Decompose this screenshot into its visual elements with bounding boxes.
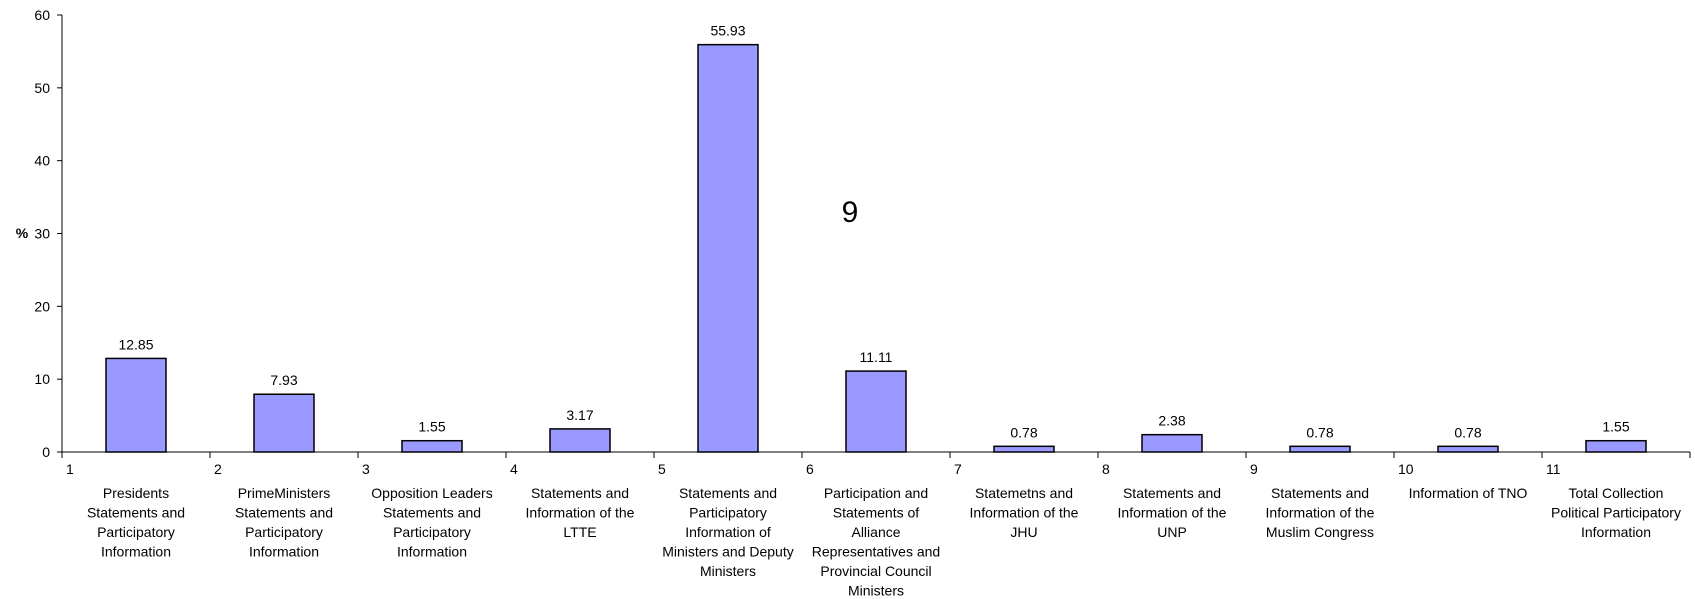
x-category-number: 11: [1546, 461, 1561, 477]
bar: [549, 428, 611, 453]
data-label: 11.11: [860, 349, 893, 365]
x-category-number: 3: [362, 461, 370, 477]
y-tick-label: 30: [34, 226, 50, 242]
bar: [1437, 445, 1499, 453]
x-category-number: 1: [66, 461, 74, 477]
x-axis: [61, 451, 1691, 458]
y-tick-label: 0: [42, 444, 50, 460]
bar: [1585, 439, 1647, 453]
x-category-label: Statements and Information of the Muslim C…: [1266, 485, 1375, 540]
bar: [253, 393, 315, 453]
x-category-label: Presidents Statements and Participatory Inf…: [87, 485, 185, 560]
data-label: 2.38: [1158, 413, 1185, 429]
data-label: 12.85: [118, 336, 153, 352]
data-label: 7.93: [270, 372, 297, 388]
bar: [845, 370, 907, 453]
x-category-number: 8: [1102, 461, 1110, 477]
x-category-label: Opposition Leaders Statements and Particip…: [371, 485, 492, 560]
x-category-label: Statements and Information of the UNP: [1118, 485, 1227, 540]
y-tick-label: 10: [34, 371, 50, 387]
x-category-label: Information of TNO: [1409, 485, 1528, 501]
x-category-label: Statements and Information of the LTTE: [526, 485, 635, 540]
x-category-label: Participation and Statements of Alliance Re…: [812, 485, 940, 599]
category-labels: 1 Presidents Statements and Participatory In…: [66, 461, 1681, 599]
y-tick-label: 40: [34, 153, 50, 169]
x-category-number: 7: [954, 461, 962, 477]
x-category-label: Statemetns and Information of the JHU: [970, 485, 1079, 540]
data-label: 55.93: [710, 23, 745, 39]
data-label: 0.78: [1454, 424, 1481, 440]
data-label: 0.78: [1306, 424, 1333, 440]
bar: [1289, 445, 1351, 453]
y-tick-label: 20: [34, 298, 50, 314]
x-category-label: Total Collection Political Participatory I…: [1551, 485, 1681, 540]
chart-annotation: 9: [842, 196, 859, 229]
data-label: 3.17: [566, 407, 593, 423]
x-category-label: PrimeMinisters Statements and Participator…: [235, 485, 333, 560]
x-category-label: Statements and Participatory Information o…: [662, 485, 794, 579]
y-axis: 0 10 20 30 40 50 60: [34, 7, 63, 460]
y-tick-label: 50: [34, 80, 50, 96]
x-category-number: 5: [658, 461, 666, 477]
y-axis-title: %: [16, 225, 29, 241]
bar: [697, 43, 759, 453]
x-category-number: 9: [1250, 461, 1258, 477]
bar: [1141, 433, 1203, 453]
x-category-number: 4: [510, 461, 518, 477]
data-label: 1.55: [418, 419, 445, 435]
data-labels: 12.85 7.93 1.55 3.17 55.93 11.11 0.78 2.38 0.78 0…: [118, 23, 1629, 441]
bar: [105, 357, 167, 453]
data-label: 1.55: [1602, 419, 1629, 435]
x-category-number: 2: [214, 461, 222, 477]
bars: [105, 43, 1647, 453]
bar: [993, 445, 1055, 453]
bar: [401, 439, 463, 453]
y-tick-label: 60: [34, 7, 50, 23]
x-category-number: 6: [806, 461, 814, 477]
x-category-number: 10: [1398, 461, 1414, 477]
data-label: 0.78: [1010, 424, 1037, 440]
